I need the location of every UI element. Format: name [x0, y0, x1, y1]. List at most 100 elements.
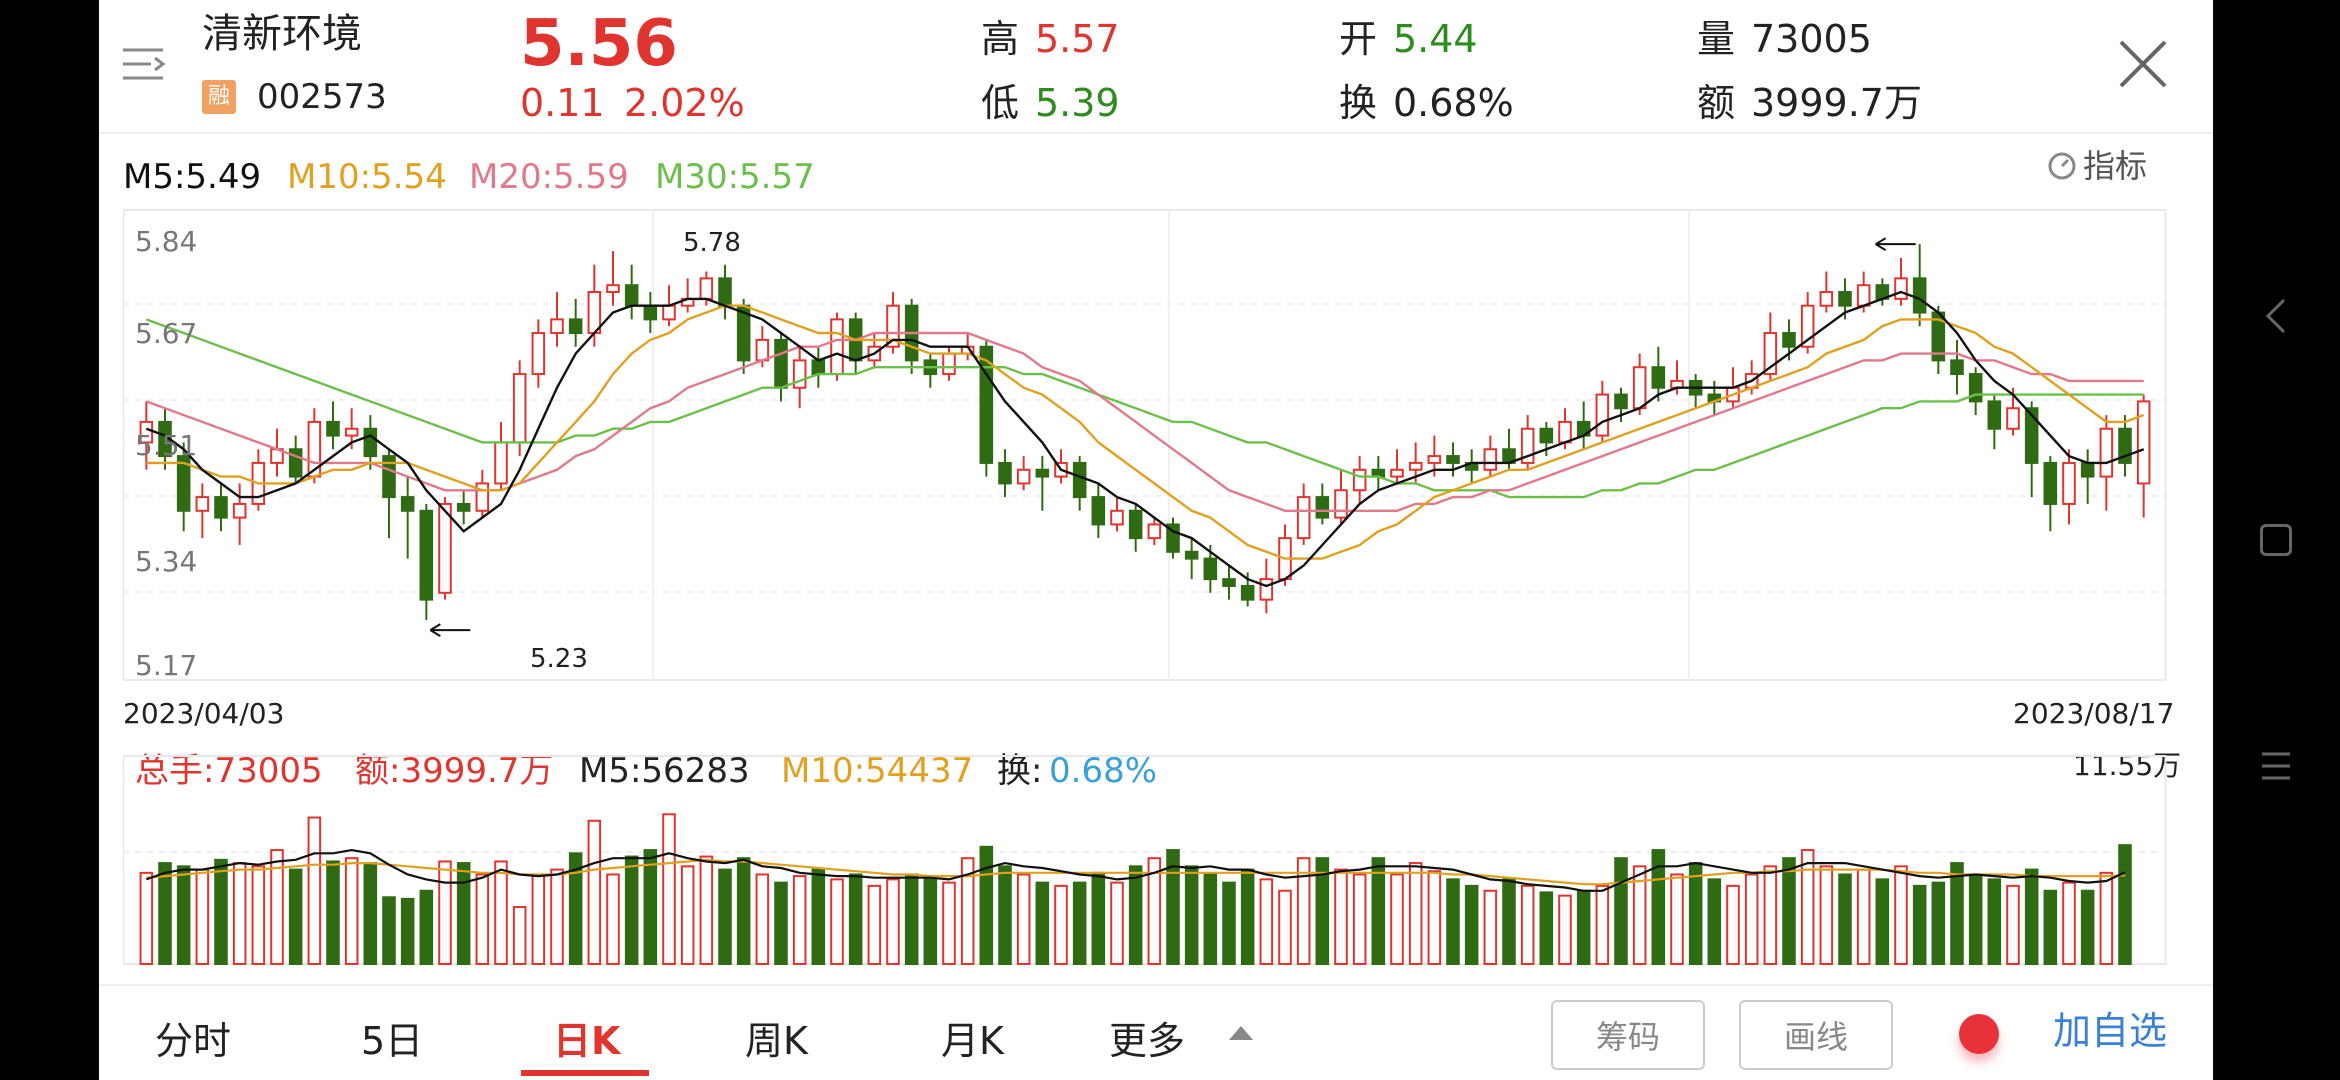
- ma5-line: [145, 290, 2145, 588]
- volume-bar: [139, 871, 154, 965]
- candle-body: [1259, 578, 1274, 601]
- volume-bar: [419, 889, 434, 965]
- volume-bar: [1614, 857, 1628, 965]
- candle-body: [139, 420, 154, 444]
- candle-body: [1968, 373, 1983, 403]
- record-icon[interactable]: [1959, 1014, 1999, 1054]
- kline-chart[interactable]: [123, 208, 2191, 688]
- candle-body: [1763, 332, 1778, 376]
- tab-more[interactable]: 更多: [1109, 1019, 1186, 1063]
- menu-icon[interactable]: [123, 44, 167, 84]
- candle-body: [1520, 427, 1535, 464]
- add-watchlist-button[interactable]: 加自选: [2053, 1009, 2168, 1053]
- volume-bar: [232, 862, 247, 965]
- volume-bar: [1222, 881, 1236, 965]
- ma5-legend: M5:5.49: [123, 157, 262, 197]
- candle: [363, 415, 378, 470]
- tab-monthly[interactable]: 月K: [941, 1019, 1004, 1063]
- candle: [606, 251, 620, 306]
- volume-bar: [270, 849, 284, 965]
- volume-bar: [1203, 873, 1218, 966]
- volume-bar: [1016, 873, 1031, 966]
- volume-bar: [960, 857, 975, 965]
- candle: [251, 449, 266, 511]
- candle-body: [1427, 455, 1442, 464]
- candle-body: [1035, 468, 1050, 478]
- candle: [1987, 394, 2002, 450]
- volume-label: 量: [1697, 17, 1736, 61]
- candle-body: [1894, 277, 1908, 300]
- volume-bar: [1371, 857, 1386, 965]
- candle-body: [1184, 550, 1199, 560]
- candle-body: [214, 496, 228, 519]
- stock-name: 清新环境: [202, 11, 362, 57]
- tab-daily[interactable]: 日K: [553, 1019, 621, 1063]
- volume-bar: [1558, 894, 1572, 966]
- candle-body: [1166, 523, 1180, 553]
- candle: [531, 319, 546, 388]
- candle-body: [624, 284, 639, 307]
- volume-bar: [1334, 868, 1348, 966]
- candle: [176, 442, 191, 532]
- indicator-button[interactable]: 指标: [2047, 150, 2147, 182]
- gauge-icon: [2047, 151, 2077, 181]
- candle: [232, 483, 247, 545]
- ma30-legend: M30:5.57: [655, 157, 815, 197]
- candle-body: [1128, 509, 1143, 540]
- candle-body: [830, 318, 844, 376]
- close-icon[interactable]: [2117, 38, 2169, 90]
- candle: [811, 346, 826, 388]
- draw-line-button[interactable]: 画线: [1739, 1000, 1893, 1070]
- footer-divider: [99, 984, 2213, 986]
- candle-body: [2118, 427, 2132, 464]
- candle: [1483, 435, 1498, 477]
- chips-button[interactable]: 筹码: [1551, 1000, 1705, 1070]
- volume-bar: [307, 816, 322, 965]
- volume-bar: [1259, 878, 1274, 966]
- volume-bar: [1091, 871, 1106, 965]
- candle: [1446, 442, 1460, 477]
- tab-weekly[interactable]: 周K: [745, 1019, 808, 1063]
- candle: [2043, 456, 2058, 532]
- candle: [1707, 380, 1722, 416]
- tab-active-underline: [521, 1070, 649, 1076]
- volume-bar: [774, 881, 788, 965]
- candle-body: [531, 332, 546, 376]
- volume-bar: [792, 875, 807, 965]
- volume-chart[interactable]: [123, 736, 2191, 966]
- volume-bar: [1819, 865, 1834, 965]
- volume-ma5: M5:56283: [579, 751, 750, 791]
- candle-body: [942, 352, 956, 376]
- volume-bar: [680, 865, 695, 965]
- header-divider: [99, 132, 2213, 134]
- volume-bar: [1894, 865, 1908, 965]
- candle-body: [1016, 468, 1031, 485]
- candle-body: [1110, 509, 1124, 526]
- volume-bar: [830, 878, 844, 966]
- candle: [1334, 469, 1348, 525]
- volume-bar: [1296, 857, 1311, 965]
- candle: [1651, 346, 1666, 402]
- candle: [1390, 449, 1404, 484]
- volume-bar: [1502, 878, 1516, 966]
- tab-5day[interactable]: 5日: [361, 1019, 424, 1063]
- candle: [1296, 483, 1311, 545]
- candle-body: [550, 318, 564, 335]
- recents-icon[interactable]: [2260, 750, 2292, 782]
- volume-value: 73005: [1751, 17, 1872, 61]
- candle: [1464, 449, 1479, 484]
- candle: [1576, 401, 1591, 450]
- candle: [718, 264, 732, 320]
- caret-up-icon[interactable]: [1229, 1026, 1253, 1040]
- candle-body: [1390, 468, 1404, 478]
- home-icon[interactable]: [2260, 524, 2292, 556]
- volume-bar: [886, 878, 900, 966]
- candle: [214, 483, 228, 532]
- tab-intraday[interactable]: 分时: [155, 1019, 232, 1063]
- back-icon[interactable]: [2264, 296, 2288, 336]
- price-axis-label: 5.34: [135, 545, 198, 578]
- volume-bar: [2099, 871, 2114, 965]
- ma10-line: [146, 304, 2145, 560]
- candle-body: [2099, 427, 2114, 478]
- volume-bar: [1408, 862, 1423, 965]
